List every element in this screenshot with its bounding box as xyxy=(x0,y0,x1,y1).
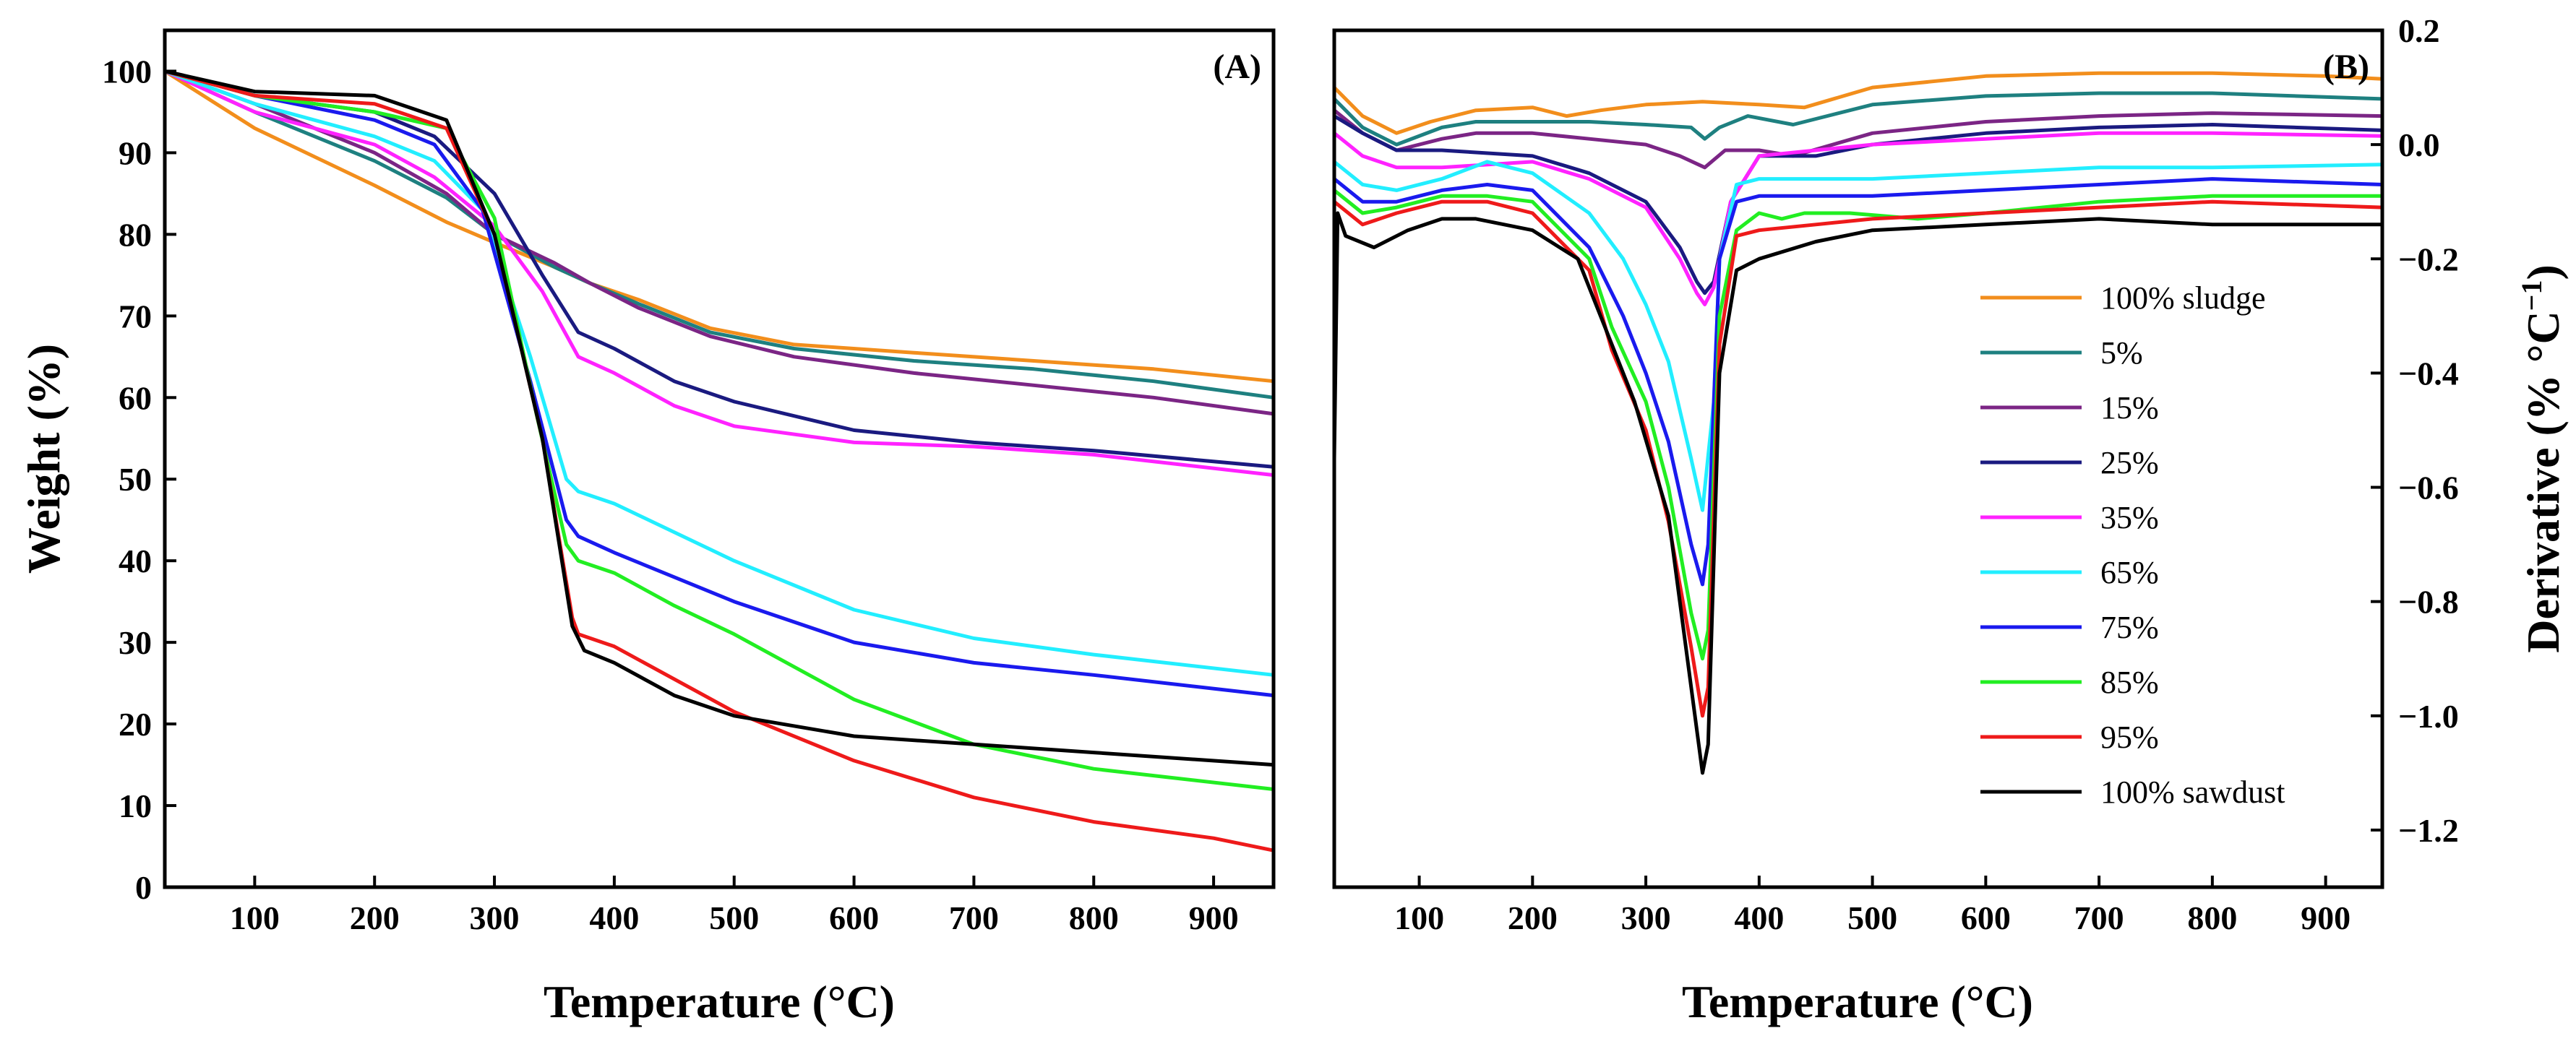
panel-b-x-tick-label: 300 xyxy=(1621,899,1671,936)
legend-label-2: 15% xyxy=(2100,390,2159,426)
panel-b-y-axis-label-close: ) xyxy=(2517,264,2569,280)
panel-b-series-line-7 xyxy=(1332,188,2384,661)
panel-b-series-line-8 xyxy=(1332,199,2384,718)
panel-a-y-tick-label: 60 xyxy=(119,379,152,416)
panel-a-x-tick-label: 600 xyxy=(829,899,879,936)
panel-b-y-axis-label-sup: −1 xyxy=(2515,280,2548,311)
panel-a-x-tick-label: 700 xyxy=(949,899,999,936)
panel-b-y-tick-label: 0.0 xyxy=(2398,126,2440,163)
panel-a-x-tick-label: 400 xyxy=(589,899,639,936)
panel-b-y-tick-label: −1.2 xyxy=(2398,812,2459,849)
panel-b-y-tick-label: 0.2 xyxy=(2398,12,2440,49)
panel-a-series-line-8 xyxy=(163,69,1276,852)
legend-label-9: 100% sawdust xyxy=(2100,774,2285,810)
legend-label-6: 75% xyxy=(2100,610,2159,645)
panel-a-x-tick-label: 800 xyxy=(1069,899,1119,936)
panel-a-y-tick-label: 20 xyxy=(119,706,152,743)
panel-b-x-tick-label: 600 xyxy=(1961,899,2011,936)
panel-a-ticks: 100 200 300 400 500 600 700 800 900 0 10 20 30 40 50 60… xyxy=(102,53,1239,936)
panel-a-y-axis-label: Weight (%) xyxy=(18,344,69,574)
panel-a-y-tick-label: 100 xyxy=(102,53,152,90)
panel-a-x-tick-label: 200 xyxy=(350,899,400,936)
panel-a-label: (A) xyxy=(1213,48,1261,86)
panel-b-frame xyxy=(1332,28,2384,889)
panel-b: 100 200 300 400 500 600 700 800 900 0.2 0.0 −0.2 −0.… xyxy=(1332,12,2569,1027)
panel-b-series-line-1 xyxy=(1332,91,2384,147)
panel-a-series-line-7 xyxy=(163,69,1276,791)
panel-b-series-group xyxy=(1332,71,2384,775)
panel-b-x-tick-label: 200 xyxy=(1508,899,1558,936)
panel-b-series-line-4 xyxy=(1332,131,2384,306)
panel-b-y-tick-label: −1.0 xyxy=(2398,698,2459,735)
legend-label-8: 95% xyxy=(2100,720,2159,755)
panel-b-series-line-6 xyxy=(1332,177,2384,587)
panel-b-label: (B) xyxy=(2323,48,2369,86)
panel-a-series-line-2 xyxy=(163,69,1276,416)
panel-b-x-tick-label: 800 xyxy=(2187,899,2237,936)
panel-b-series-line-2 xyxy=(1332,108,2384,170)
panel-b-series-line-0 xyxy=(1332,71,2384,135)
panel-b-ticks: 100 200 300 400 500 600 700 800 900 0.2 0.0 −0.2 −0.… xyxy=(1394,12,2459,936)
panel-b-series-line-9 xyxy=(1332,211,2384,775)
panel-a-series-line-9 xyxy=(163,69,1276,767)
legend-label-1: 5% xyxy=(2100,335,2143,371)
legend-label-0: 100% sludge xyxy=(2100,280,2266,316)
panel-b-y-tick-label: −0.2 xyxy=(2398,241,2459,277)
panel-a-y-tick-label: 90 xyxy=(119,134,152,171)
legend-label-5: 65% xyxy=(2100,555,2159,590)
legend-label-4: 35% xyxy=(2100,500,2159,535)
panel-a-y-tick-label: 40 xyxy=(119,543,152,579)
legend-label-7: 85% xyxy=(2100,665,2159,700)
panel-b-x-axis-label: Temperature (°C) xyxy=(1682,976,2033,1027)
panel-a-frame xyxy=(163,28,1276,889)
panel-a-y-tick-label: 0 xyxy=(135,869,152,906)
panel-a-x-tick-label: 300 xyxy=(470,899,520,936)
panel-a-series-line-4 xyxy=(163,69,1276,478)
panel-a-x-tick-label: 100 xyxy=(230,899,280,936)
panel-a-series-line-5 xyxy=(163,69,1276,677)
panel-b-y-tick-label: −0.4 xyxy=(2398,355,2459,392)
panel-b-y-axis-label: Derivative (% °C−1) xyxy=(2515,264,2569,653)
panel-a-y-tick-label: 70 xyxy=(119,298,152,334)
panel-b-y-tick-label: −0.6 xyxy=(2398,470,2459,506)
panel-a-series-line-0 xyxy=(163,69,1276,384)
panel-a: 100 200 300 400 500 600 700 800 900 0 10 20 30 40 50 60… xyxy=(18,28,1276,1027)
panel-a-y-tick-label: 50 xyxy=(119,461,152,498)
panel-b-series-line-3 xyxy=(1332,114,2384,295)
panel-a-x-axis-label: Temperature (°C) xyxy=(544,976,895,1027)
panel-b-x-tick-label: 700 xyxy=(2074,899,2124,936)
panel-a-x-tick-label: 900 xyxy=(1189,899,1239,936)
panel-b-x-tick-label: 400 xyxy=(1734,899,1784,936)
panel-a-y-tick-label: 80 xyxy=(119,216,152,253)
panel-a-y-tick-label: 10 xyxy=(119,787,152,824)
panel-a-series-line-6 xyxy=(163,69,1276,698)
panel-b-x-tick-label: 100 xyxy=(1394,899,1444,936)
panel-b-y-tick-label: −0.8 xyxy=(2398,584,2459,621)
panel-b-legend: 100% sludge 5% 15% 25% 35% 65% 75% 85% 95% 100% s… xyxy=(1980,280,2285,810)
legend-label-3: 25% xyxy=(2100,445,2159,480)
panel-a-series-line-3 xyxy=(163,69,1276,469)
panel-a-series-group xyxy=(163,69,1276,852)
panel-a-x-tick-label: 500 xyxy=(709,899,759,936)
panel-a-series-line-1 xyxy=(163,69,1276,400)
panel-b-y-axis-label-main: Derivative (% °C xyxy=(2517,311,2569,652)
panel-b-series-line-5 xyxy=(1332,160,2384,512)
panel-b-x-tick-label: 900 xyxy=(2301,899,2350,936)
panel-b-x-tick-label: 500 xyxy=(1847,899,1897,936)
panel-a-y-tick-label: 30 xyxy=(119,624,152,661)
